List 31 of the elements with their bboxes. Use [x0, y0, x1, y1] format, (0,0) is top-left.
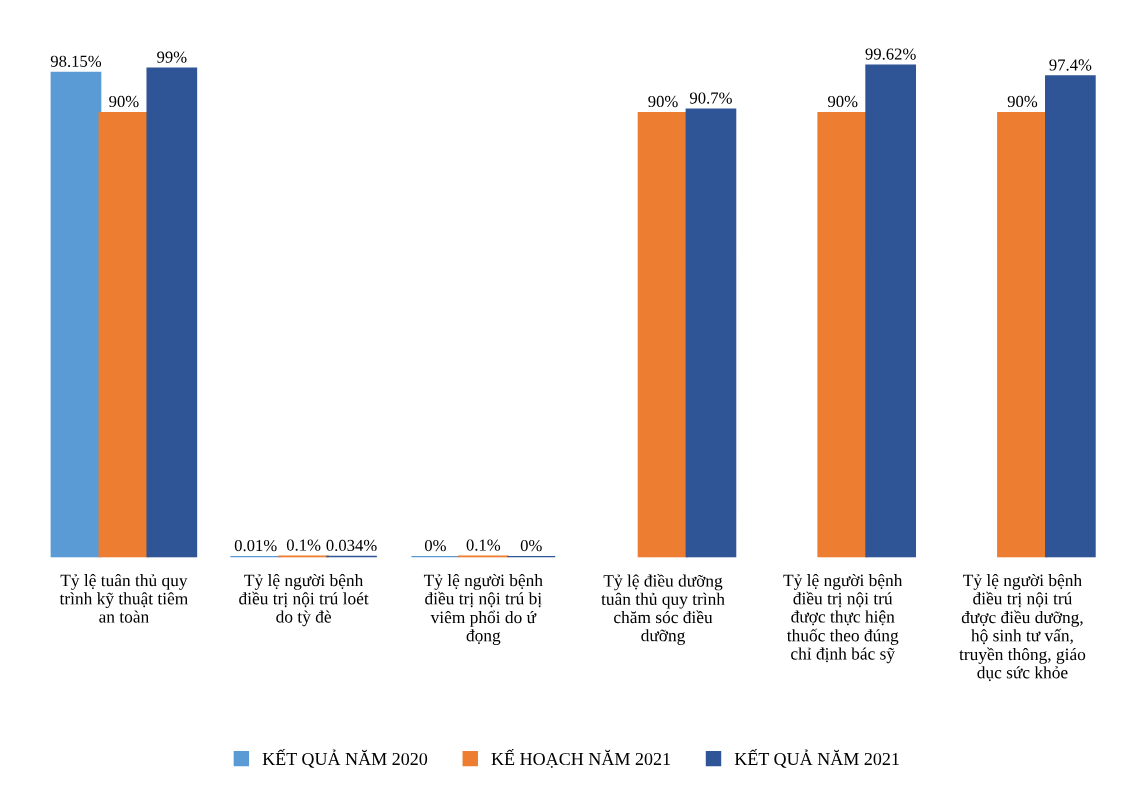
bar [997, 111, 1048, 558]
data-label: 99.62% [865, 48, 916, 60]
bar [637, 111, 689, 558]
data-label: 0.034% [326, 539, 377, 552]
data-label: 0% [520, 539, 542, 552]
x-tick-label: Tỷ lệ điều dưỡng tuân thủ quy trình chăm sóc điều dưỡng [601, 574, 725, 645]
data-label: 90% [828, 95, 858, 108]
x-tick-label: Tỷ lệ người bệnh điều trị nội trú bị viêm phổi do ứ đọng [423, 574, 543, 645]
bar [1045, 75, 1096, 558]
x-tick-label: Tỷ lệ người bệnh điều trị nội trú loét do tỳ đè [239, 574, 369, 627]
data-label: 97.4% [1049, 59, 1092, 71]
data-label: 90% [1007, 95, 1038, 108]
data-label: 90% [109, 95, 139, 108]
bar [50, 71, 102, 558]
legend-label: KẾ HOẠCH NĂM 2021 [491, 748, 670, 768]
bar [146, 67, 198, 558]
data-label: 0.1% [286, 539, 321, 551]
data-label: 0.1% [466, 539, 501, 551]
x-tick-label: Tỷ lệ người bệnh điều trị nội trú được thực hiện thuốc theo đúng chỉ định bác sỹ [783, 574, 903, 664]
x-tick-label: Tỷ lệ người bệnh điều trị nội trú được điều dưỡng, hộ sinh tư vấn, truyền thông, giáo dục sức khỏe [959, 574, 1086, 682]
bar [865, 64, 917, 558]
data-label: 98.15% [50, 55, 102, 67]
x-tick-label: Tỷ lệ tuân thủ quy trình kỹ thuật tiêm an toàn [59, 574, 188, 623]
bar [685, 108, 737, 558]
data-label: 90.7% [689, 92, 732, 104]
legend-label: KẾT QUẢ NĂM 2021 [734, 748, 899, 768]
legend-label: KẾT QUẢ NĂM 2020 [262, 748, 428, 768]
data-label: 0% [424, 539, 446, 552]
data-label: 0.01% [234, 539, 277, 552]
data-label: 90% [648, 95, 678, 108]
data-label: 99% [157, 51, 187, 63]
